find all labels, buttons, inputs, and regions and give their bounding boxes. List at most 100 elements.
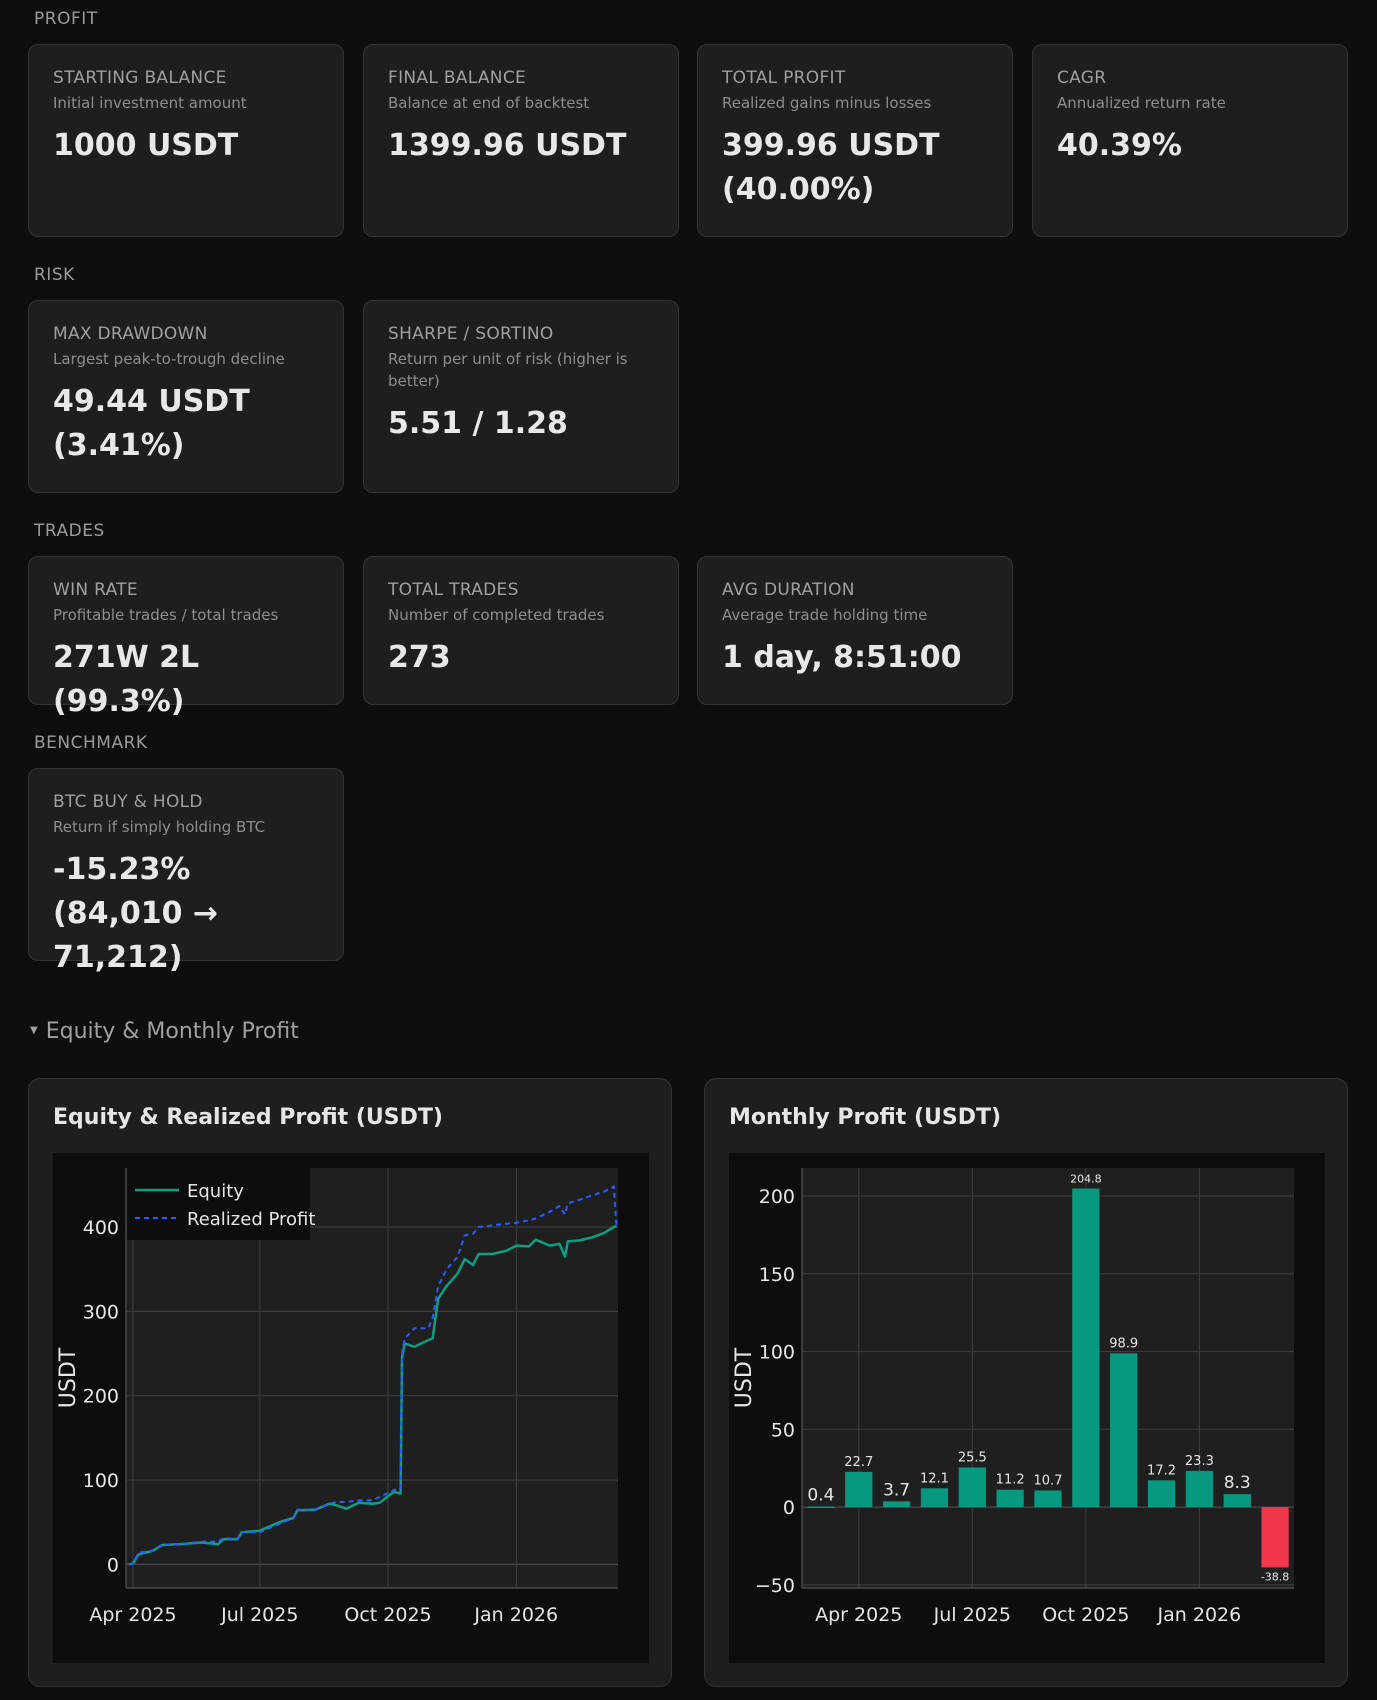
card-description: Realized gains minus losses	[722, 94, 932, 112]
y-tick-label: 100	[759, 1342, 795, 1364]
equity-chart-card: Equity & Realized Profit (USDT) 0 100 200 3…	[28, 1078, 672, 1687]
bar-data-label: -38.8	[1261, 1570, 1289, 1583]
expander-label: Equity & Monthly Profit	[45, 1019, 299, 1044]
card-starting-balance: STARTING BALANCE Initial investment amou…	[28, 44, 344, 237]
card-max-drawdown: MAX DRAWDOWN Largest peak-to-trough decl…	[28, 300, 344, 493]
card-description: Profitable trades / total trades	[53, 606, 279, 624]
card-title: TOTAL TRADES	[388, 580, 519, 600]
y-axis-title: USDT	[732, 1347, 757, 1408]
chart-title: Equity & Realized Profit (USDT)	[53, 1105, 443, 1130]
card-description: Return per unit of risk (higher is bette…	[388, 350, 628, 390]
card-description: Average trade holding time	[722, 606, 928, 624]
card-description: Largest peak-to-trough decline	[53, 350, 285, 368]
x-tick-label: Jan 2026	[1157, 1604, 1242, 1626]
bar-data-label: 8.3	[1224, 1473, 1251, 1493]
card-description: Number of completed trades	[388, 606, 605, 624]
card-title: STARTING BALANCE	[53, 68, 227, 88]
card-total-trades: TOTAL TRADES Number of completed trades …	[363, 556, 679, 705]
bar-data-label: 12.1	[920, 1471, 949, 1486]
equity-line	[128, 1224, 617, 1566]
monthly-chart-card: Monthly Profit (USDT) −50 0 50 100 150 200 Apr…	[704, 1078, 1348, 1687]
bar-data-label: 204.8	[1070, 1173, 1102, 1186]
x-tick-label: Jan 2026	[473, 1604, 558, 1626]
card-value: 1000 USDT	[53, 128, 239, 163]
y-tick-label: 0	[107, 1554, 119, 1576]
bar-data-label: 3.7	[883, 1480, 910, 1500]
bar-data-label: 17.2	[1147, 1463, 1176, 1478]
card-value: 273	[388, 640, 451, 675]
bar	[807, 1506, 835, 1508]
card-description: Initial investment amount	[53, 94, 247, 112]
triangle-down-icon: ▼	[30, 1024, 38, 1036]
bar	[1110, 1353, 1138, 1508]
bar	[996, 1489, 1024, 1508]
section-label-risk: RISK	[34, 265, 75, 285]
card-value: 399.96 USDT (40.00%)	[722, 128, 940, 207]
bar	[1034, 1490, 1062, 1508]
card-title: AVG DURATION	[722, 580, 855, 600]
realized-profit-line	[128, 1185, 618, 1566]
bar-data-label: 22.7	[844, 1455, 873, 1470]
card-title: FINAL BALANCE	[388, 68, 527, 88]
bar	[1261, 1507, 1289, 1568]
y-tick-label: 300	[83, 1301, 119, 1323]
card-total-profit: TOTAL PROFIT Realized gains minus losses…	[697, 44, 1013, 237]
plot-area	[802, 1168, 1294, 1588]
equity-chart[interactable]: 0 100 200 300 400 Apr 2025 Jul 2025 Oct 2025 Jan…	[53, 1153, 649, 1663]
card-title: TOTAL PROFIT	[722, 68, 846, 88]
section-label-trades: TRADES	[34, 521, 105, 541]
card-value: 1 day, 8:51:00	[722, 640, 962, 675]
y-tick-label: −50	[755, 1575, 795, 1597]
bar-data-label: 10.7	[1034, 1473, 1063, 1488]
legend-background	[127, 1168, 310, 1240]
card-description: Return if simply holding BTC	[53, 818, 266, 836]
x-tick-label: Oct 2025	[344, 1604, 431, 1626]
legend-label-equity: Equity	[187, 1181, 244, 1202]
legend-label-realized: Realized Profit	[187, 1209, 315, 1230]
y-tick-label: 200	[759, 1186, 795, 1208]
card-cagr: CAGR Annualized return rate 40.39%	[1032, 44, 1348, 237]
card-value: 49.44 USDT (3.41%)	[53, 384, 250, 463]
bar	[882, 1501, 911, 1508]
y-tick-label: 100	[83, 1470, 119, 1492]
card-title: MAX DRAWDOWN	[53, 324, 208, 344]
card-title: WIN RATE	[53, 580, 138, 600]
x-tick-label: Jul 2025	[220, 1604, 298, 1626]
chart-title: Monthly Profit (USDT)	[729, 1105, 1002, 1130]
monthly-profit-chart[interactable]: −50 0 50 100 150 200 Apr 2025 Jul 2025 Oct 2025 J…	[729, 1153, 1325, 1663]
y-tick-label: 50	[771, 1419, 795, 1441]
bar-data-label: 23.3	[1185, 1454, 1214, 1469]
card-win-rate: WIN RATE Profitable trades / total trade…	[28, 556, 344, 719]
expander-equity-monthly-profit[interactable]: ▼ Equity & Monthly Profit	[30, 1019, 299, 1044]
bar	[845, 1471, 873, 1508]
section-label-benchmark: BENCHMARK	[34, 733, 148, 753]
card-description: Annualized return rate	[1057, 94, 1226, 112]
y-axis-title: USDT	[56, 1347, 81, 1408]
bar	[920, 1488, 949, 1508]
card-title: BTC BUY & HOLD	[53, 792, 203, 812]
card-btc-buy-hold: BTC BUY & HOLD Return if simply holding …	[28, 768, 344, 975]
card-value: 1399.96 USDT	[388, 128, 627, 163]
x-tick-label: Apr 2025	[815, 1604, 902, 1626]
bar	[1185, 1470, 1214, 1508]
y-tick-label: 150	[759, 1264, 795, 1286]
card-final-balance: FINAL BALANCE Balance at end of backtest…	[363, 44, 679, 237]
bar-data-label: 25.5	[958, 1450, 987, 1465]
legend: Equity Realized Profit	[127, 1168, 315, 1240]
card-sharpe-sortino: SHARPE / SORTINO Return per unit of risk…	[363, 300, 679, 493]
card-description: Balance at end of backtest	[388, 94, 590, 112]
y-tick-label: 400	[83, 1217, 119, 1239]
bar	[1223, 1494, 1251, 1508]
card-title: SHARPE / SORTINO	[388, 324, 554, 344]
card-title: CAGR	[1057, 68, 1107, 88]
card-avg-duration: AVG DURATION Average trade holding time …	[697, 556, 1013, 705]
y-tick-label: 0	[783, 1497, 795, 1519]
bar-data-label: 11.2	[996, 1473, 1025, 1488]
bar	[958, 1467, 986, 1508]
y-tick-label: 200	[83, 1386, 119, 1408]
section-label-profit: PROFIT	[34, 9, 98, 29]
bar-data-label: 98.9	[1109, 1336, 1138, 1351]
x-tick-label: Oct 2025	[1042, 1604, 1129, 1626]
card-value: 271W 2L (99.3%)	[53, 640, 200, 719]
card-value: 5.51 / 1.28	[388, 406, 568, 441]
